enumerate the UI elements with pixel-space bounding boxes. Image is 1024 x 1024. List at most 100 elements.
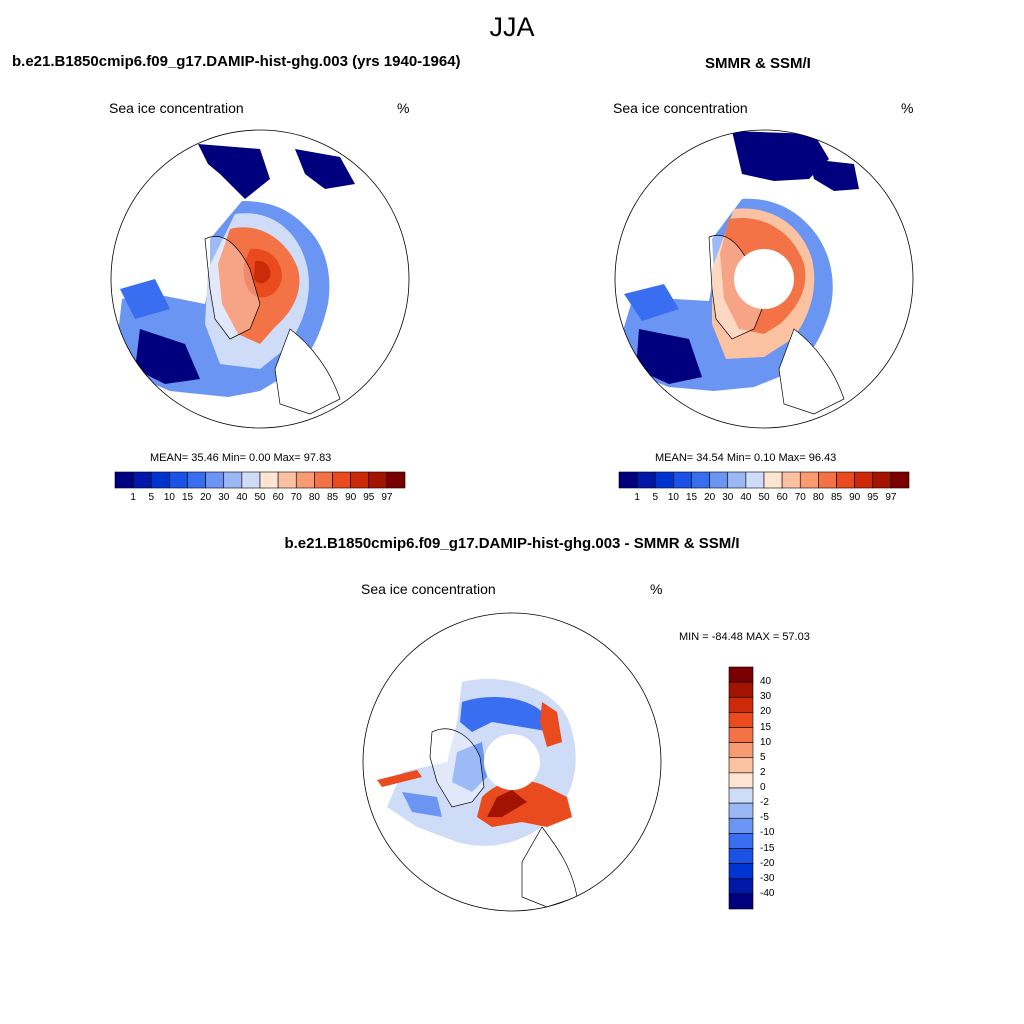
obs-colorbar-tick-label: 60 <box>776 492 788 503</box>
diff-field-label: Sea ice concentration <box>361 581 496 597</box>
diff-pole-hole <box>484 734 540 790</box>
diff-colorbar-tick-label: 30 <box>760 691 772 703</box>
model-colorbar-tick-label: 1 <box>130 492 136 503</box>
model-ice-hudson <box>135 329 200 384</box>
obs-colorbar-tick-label: 70 <box>794 492 806 503</box>
model-colorbar-swatch <box>187 471 206 489</box>
obs-colorbar-swatch <box>854 471 874 489</box>
diff-colorbar-swatch <box>728 727 754 743</box>
model-colorbar-swatch <box>259 471 279 489</box>
obs-colorbar-swatch <box>872 471 892 489</box>
diff-colorbar-swatch <box>728 742 754 759</box>
obs-colorbar-tick-label: 1 <box>634 492 640 503</box>
model-field-label: Sea ice concentration <box>109 100 244 116</box>
obs-colorbar-swatch <box>727 471 747 489</box>
diff-colorbar-tick-label: 2 <box>760 766 766 778</box>
diff-colorbar <box>728 666 754 910</box>
diff-colorbar-tick-label: -2 <box>760 797 769 809</box>
obs-colorbar-tick-label: 5 <box>652 492 659 503</box>
model-colorbar-swatch <box>241 471 261 489</box>
obs-ice-hudson <box>636 329 702 384</box>
diff-colorbar-tick-label: -15 <box>760 842 775 854</box>
diff-colorbar-tick-label: 5 <box>760 751 766 763</box>
obs-colorbar-swatch <box>745 471 765 489</box>
model-panel-title: b.e21.B1850cmip6.f09_g17.DAMIP-hist-ghg.… <box>12 53 461 70</box>
model-colorbar-tick-label: 10 <box>163 492 175 503</box>
obs-colorbar-swatch <box>673 471 692 489</box>
diff-polar-map <box>362 612 662 912</box>
model-units-label: % <box>397 100 410 116</box>
model-stats: MEAN= 35.46 Min= 0.00 Max= 97.83 <box>150 452 332 464</box>
diff-colorbar-tick-label: -40 <box>760 887 775 899</box>
model-colorbar-swatch <box>314 471 333 489</box>
diff-colorbar-swatch <box>728 772 754 789</box>
obs-ice-okhotsk <box>809 159 859 191</box>
obs-colorbar-swatch <box>836 471 855 489</box>
diff-land-outline-1 <box>429 728 485 808</box>
obs-colorbar-tick-label: 90 <box>849 492 861 503</box>
diff-colorbar-swatch <box>728 681 754 698</box>
diff-red-strip <box>540 702 562 747</box>
diff-red-hudson-edge <box>377 770 422 787</box>
model-colorbar-tick-label: 95 <box>363 492 375 503</box>
obs-units-label: % <box>901 100 914 116</box>
diff-colorbar-tick-label: 10 <box>760 736 772 748</box>
model-ice-core <box>254 260 271 284</box>
model-colorbar-tick-label: 5 <box>148 492 155 503</box>
diff-colorbar-swatch <box>728 863 754 880</box>
obs-colorbar-swatch <box>709 471 729 489</box>
obs-colorbar-swatch <box>818 471 837 489</box>
model-colorbar-tick-label: 60 <box>272 492 284 503</box>
diff-colorbar-tick-label: -10 <box>760 827 775 839</box>
diff-stats: MIN = -84.48 MAX = 57.03 <box>679 631 810 643</box>
model-colorbar-swatch <box>277 471 297 489</box>
model-colorbar-swatch <box>368 471 388 489</box>
obs-colorbar-swatch <box>691 471 710 489</box>
diff-colorbar-swatch <box>728 787 754 804</box>
obs-colorbar-tick-label: 20 <box>704 492 716 503</box>
diff-colorbar-swatch <box>728 878 754 895</box>
diff-colorbar-swatch <box>728 696 754 713</box>
model-colorbar-swatch <box>205 471 225 489</box>
obs-colorbar-tick-label: 80 <box>812 492 824 503</box>
model-colorbar-tick-label: 30 <box>218 492 230 503</box>
diff-colorbar-swatch <box>728 848 754 864</box>
model-colorbar <box>114 471 406 489</box>
obs-ice-bering <box>624 284 679 321</box>
model-colorbar-tick-label: 80 <box>308 492 320 503</box>
model-polar-map <box>110 129 410 429</box>
model-colorbar-tick-label: 50 <box>254 492 266 503</box>
model-colorbar-tick-label: 15 <box>181 492 194 503</box>
obs-colorbar <box>618 471 910 489</box>
figure-title: JJA <box>489 12 535 42</box>
obs-colorbar-tick-label: 15 <box>685 492 698 503</box>
model-colorbar-tick-label: 20 <box>200 492 212 503</box>
obs-field-label: Sea ice concentration <box>613 100 748 116</box>
diff-colorbar-swatch <box>728 833 754 849</box>
obs-colorbar-tick-label: 10 <box>667 492 679 503</box>
model-land-outline-1 <box>204 236 261 340</box>
obs-polar-map <box>614 129 914 429</box>
diff-blue-band-2 <box>452 742 487 792</box>
obs-colorbar-swatch <box>618 471 638 489</box>
diff-colorbar-tick-label: -30 <box>760 872 775 884</box>
diff-colorbar-swatch <box>728 712 754 728</box>
model-ice-bering <box>120 279 170 319</box>
model-ice-okhotsk <box>295 149 355 189</box>
diff-colorbar-tick-label: -20 <box>760 857 775 869</box>
diff-colorbar-swatch <box>728 802 754 819</box>
diff-colorbar-tick-label: 0 <box>760 782 766 793</box>
model-land-outline-2 <box>274 328 341 415</box>
obs-colorbar-swatch <box>781 471 801 489</box>
diff-blue-hudson <box>402 792 442 817</box>
obs-colorbar-tick-label: 85 <box>830 492 843 503</box>
model-colorbar-swatch <box>386 471 406 489</box>
obs-colorbar-swatch <box>890 471 910 489</box>
model-colorbar-swatch <box>132 471 152 489</box>
diff-colorbar-swatch <box>728 666 754 683</box>
obs-colorbar-swatch <box>636 471 656 489</box>
obs-colorbar-tick-label: 40 <box>740 492 752 503</box>
diff-colorbar-tick-label: 15 <box>760 721 772 733</box>
model-colorbar-swatch <box>169 471 188 489</box>
diff-colorbar-swatch <box>728 757 754 774</box>
